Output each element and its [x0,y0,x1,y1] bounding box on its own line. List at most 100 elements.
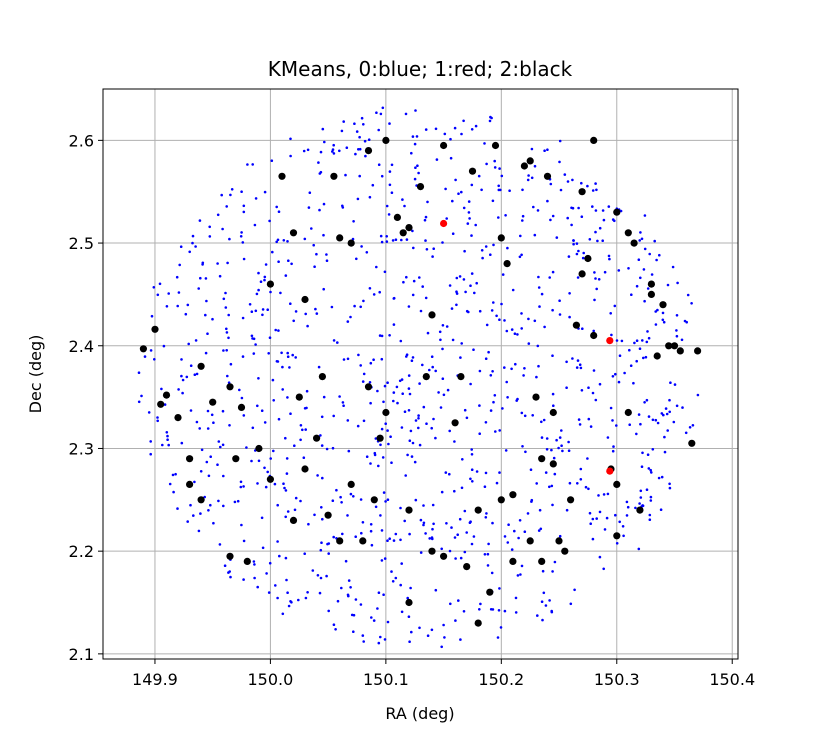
cluster-0-point [409,586,412,590]
cluster-0-point [650,273,654,276]
cluster-0-point [494,430,497,433]
cluster-0-point [266,308,270,312]
cluster-0-point [551,308,554,312]
cluster-0-point [451,338,455,342]
cluster-0-point [191,234,195,238]
cluster-0-point [388,537,392,540]
cluster-0-point [432,522,435,526]
cluster-0-point [349,586,352,589]
cluster-2-point [590,136,598,144]
cluster-2-point [359,537,367,545]
cluster-0-point [342,404,345,408]
cluster-0-point [257,459,261,463]
cluster-0-point [362,419,366,423]
cluster-2-point [393,213,401,221]
cluster-0-point [434,369,438,373]
cluster-0-point [199,512,202,515]
cluster-0-point [320,506,323,509]
cluster-0-point [483,142,486,145]
cluster-0-point [238,388,241,392]
cluster-0-point [544,471,548,474]
cluster-0-point [165,305,169,308]
cluster-0-point [332,339,336,342]
cluster-0-point [669,381,672,385]
cluster-0-point [576,359,580,362]
cluster-0-point [240,523,243,527]
cluster-0-point [401,392,405,396]
cluster-0-point [605,516,609,520]
cluster-0-point [530,176,534,180]
cluster-0-point [580,389,584,392]
cluster-0-point [615,542,619,545]
cluster-0-point [385,204,389,208]
cluster-0-point [558,534,562,538]
cluster-0-point [422,405,426,409]
cluster-0-point [409,429,413,433]
cluster-0-point [388,122,391,125]
cluster-0-point [477,174,481,178]
cluster-0-point [664,407,668,410]
cluster-0-point [660,475,664,479]
cluster-0-point [503,535,507,538]
cluster-0-point [368,381,372,384]
cluster-0-point [285,457,289,460]
cluster-0-point [226,374,229,378]
cluster-0-point [376,389,379,393]
cluster-0-point [225,205,228,208]
cluster-0-point [406,596,410,600]
cluster-0-point [268,561,272,565]
cluster-0-point [316,574,320,577]
cluster-0-point [586,457,589,460]
cluster-0-point [284,556,288,560]
cluster-0-point [263,275,267,279]
cluster-0-point [361,380,365,383]
cluster-2-point [463,563,471,571]
cluster-0-points [137,106,700,649]
cluster-0-point [322,233,325,237]
cluster-0-point [489,608,493,611]
cluster-0-point [495,481,499,485]
cluster-0-point [208,225,211,229]
cluster-0-point [377,464,380,468]
cluster-0-point [540,420,543,424]
cluster-0-point [490,571,494,575]
cluster-0-point [539,527,543,531]
cluster-2-point [555,537,563,545]
cluster-0-point [332,414,336,418]
cluster-2-point [301,465,309,473]
cluster-0-point [306,324,309,328]
cluster-2-point [630,239,638,247]
cluster-2-point [157,400,165,408]
cluster-0-point [566,180,570,183]
cluster-0-point [560,444,563,448]
cluster-0-point [264,485,268,489]
cluster-0-point [410,455,414,458]
cluster-0-point [317,161,320,164]
cluster-0-point [290,601,293,604]
cluster-0-point [257,271,260,275]
cluster-0-point [408,640,411,643]
cluster-0-point [242,257,246,261]
cluster-0-point [530,498,534,502]
cluster-2-point [405,506,413,514]
cluster-0-point [276,503,280,507]
cluster-0-point [471,480,474,483]
cluster-0-point [294,496,298,500]
cluster-0-point [419,551,423,554]
cluster-0-point [444,187,447,191]
cluster-0-point [374,437,378,440]
cluster-0-point [392,399,395,403]
cluster-0-point [469,382,472,386]
cluster-0-point [453,440,456,443]
cluster-0-point [487,542,490,546]
cluster-0-point [299,499,302,503]
cluster-0-point [565,360,568,364]
cluster-0-point [481,256,484,260]
cluster-0-point [635,432,638,436]
cluster-0-point [340,501,343,504]
cluster-0-point [568,315,571,319]
cluster-0-point [307,522,310,526]
cluster-0-point [638,347,642,351]
cluster-0-point [486,564,490,567]
